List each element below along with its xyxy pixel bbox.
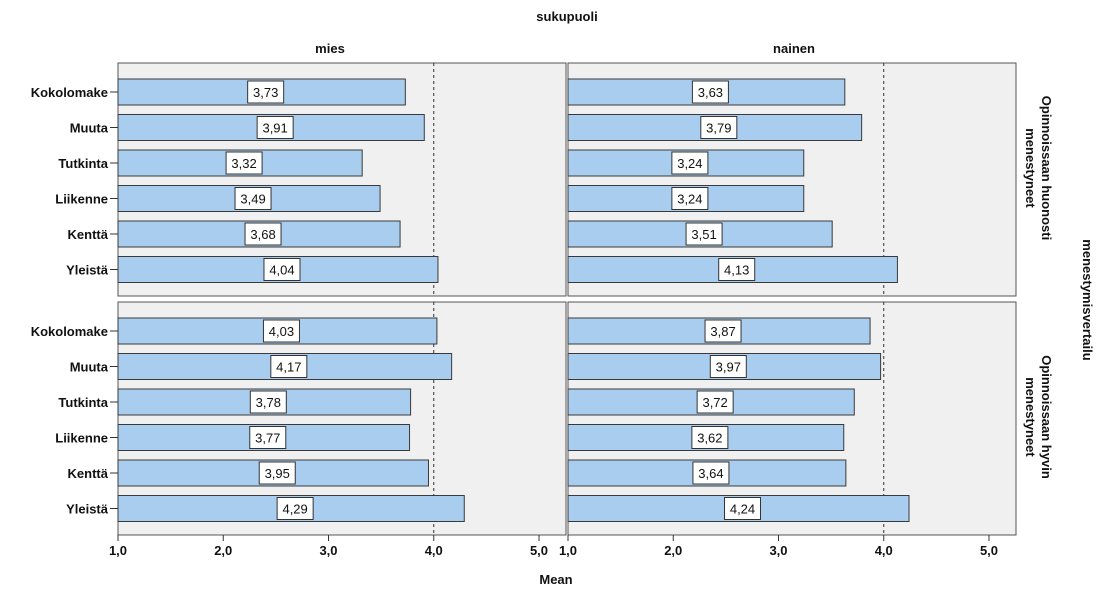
x-tick-label: 1,0 [559, 543, 577, 558]
category-label-yleistä: Yleistä [66, 263, 109, 278]
column-label-nainen: nainen [773, 41, 815, 56]
data-label-box [709, 355, 747, 378]
top-title: sukupuoli [536, 9, 597, 24]
data-label: 3,72 [702, 395, 727, 410]
data-label-box [704, 319, 742, 343]
data-label-box [691, 426, 729, 449]
data-label: 3,79 [706, 121, 731, 136]
x-tick-label: 4,0 [425, 543, 443, 558]
data-label: 3,78 [256, 395, 281, 410]
category-label-yleistä: Yleistä [66, 502, 109, 517]
x-tick-label: 5,0 [980, 543, 998, 558]
data-label-box [258, 461, 296, 485]
x-axis-label: Mean [539, 572, 572, 587]
data-label-box [270, 355, 308, 378]
data-label-box [718, 258, 756, 281]
data-label-box [696, 390, 734, 414]
category-label-muuta: Muuta [70, 360, 109, 375]
data-label: 3,68 [250, 227, 275, 242]
data-label: 3,32 [231, 156, 256, 171]
data-label: 3,95 [265, 466, 290, 481]
category-label-muuta: Muuta [70, 121, 109, 136]
data-label: 3,91 [262, 121, 287, 136]
data-label: 3,64 [698, 466, 723, 481]
data-label-box [234, 187, 272, 210]
row-label-0-line-0: Opinnoissaan huonosti [1039, 96, 1054, 240]
x-tick-label: 4,0 [875, 543, 893, 558]
data-label: 3,73 [253, 85, 278, 100]
data-label: 3,97 [716, 360, 741, 375]
data-label-box [244, 222, 282, 246]
x-tick-label: 3,0 [769, 543, 787, 558]
data-label-box [685, 222, 723, 246]
data-label: 3,51 [691, 227, 716, 242]
data-label: 4,03 [269, 324, 294, 339]
x-tick-label: 2,0 [664, 543, 682, 558]
data-label-box [691, 80, 729, 104]
category-label-liikenne: Liikenne [55, 192, 108, 207]
data-label-box [256, 116, 294, 139]
category-label-kenttä: Kenttä [68, 227, 109, 242]
data-label-box [671, 187, 709, 210]
data-label-box [249, 390, 287, 414]
category-label-liikenne: Liikenne [55, 431, 108, 446]
x-tick-label: 2,0 [214, 543, 232, 558]
data-label-box [724, 497, 762, 520]
x-tick-label: 1,0 [109, 543, 127, 558]
row-label-1-line-0: Opinnoissaan hyvin [1039, 355, 1054, 479]
data-label: 4,29 [282, 502, 307, 517]
category-label-kenttä: Kenttä [68, 466, 109, 481]
data-label: 3,49 [240, 192, 265, 207]
data-label: 4,17 [276, 360, 301, 375]
category-label-kokolomake: Kokolomake [31, 324, 108, 339]
data-label: 3,24 [677, 192, 702, 207]
data-label: 3,24 [677, 156, 702, 171]
data-label-box [263, 258, 301, 281]
column-label-mies: mies [315, 41, 345, 56]
data-label-box [225, 151, 263, 175]
row-label-1-line-1: menestyneet [1023, 377, 1038, 457]
x-tick-label: 5,0 [530, 543, 548, 558]
category-label-tutkinta: Tutkinta [58, 395, 108, 410]
data-label: 3,87 [710, 324, 735, 339]
category-label-kokolomake: Kokolomake [31, 85, 108, 100]
x-tick-label: 3,0 [319, 543, 337, 558]
panels: 3,73 Kokolomake 3,91 Muuta 3,32 Tutkinta 3,49 L… [31, 62, 1017, 558]
data-label-box [262, 319, 300, 343]
data-label-box [247, 80, 285, 104]
right-title: menestymisvertailu [1080, 239, 1095, 360]
data-label: 4,04 [269, 263, 294, 278]
row-label-0-line-1: menestyneet [1023, 128, 1038, 208]
data-label-box [692, 461, 730, 485]
data-label: 3,63 [698, 85, 723, 100]
data-label-box [276, 497, 314, 520]
data-label: 4,24 [730, 502, 755, 517]
data-label: 4,13 [724, 263, 749, 278]
data-label-box [249, 426, 287, 449]
data-label-box [700, 116, 738, 139]
data-label: 3,77 [255, 431, 280, 446]
data-label: 3,62 [697, 431, 722, 446]
category-label-tutkinta: Tutkinta [58, 156, 108, 171]
data-label-box [671, 151, 709, 175]
